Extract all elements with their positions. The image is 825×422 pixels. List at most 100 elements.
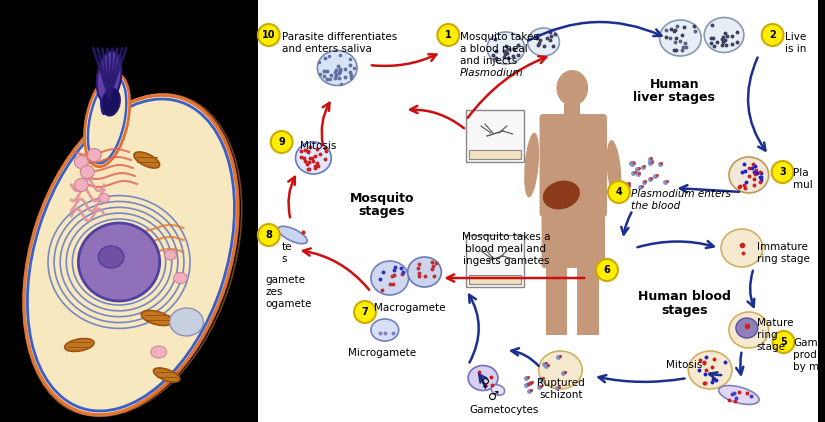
Text: ♀: ♀ — [482, 376, 491, 389]
Ellipse shape — [80, 165, 94, 179]
Text: stages: stages — [359, 205, 405, 218]
FancyArrowPatch shape — [288, 177, 295, 217]
Text: liver stages: liver stages — [634, 91, 715, 104]
Text: 1: 1 — [445, 30, 451, 40]
FancyBboxPatch shape — [469, 150, 521, 159]
FancyArrowPatch shape — [479, 375, 487, 387]
FancyArrowPatch shape — [710, 372, 721, 379]
Text: stage: stage — [757, 342, 785, 352]
FancyArrowPatch shape — [322, 103, 329, 145]
Ellipse shape — [141, 311, 172, 325]
Text: 6: 6 — [604, 265, 610, 275]
Text: Parasite differentiates: Parasite differentiates — [281, 32, 397, 42]
Text: zes: zes — [266, 287, 283, 297]
Text: Gam: Gam — [794, 338, 818, 348]
Text: Mosquito: Mosquito — [350, 192, 414, 205]
Ellipse shape — [729, 312, 769, 348]
Text: ♂: ♂ — [488, 390, 500, 403]
Text: ogamete: ogamete — [266, 299, 312, 309]
Text: Gametocytes: Gametocytes — [469, 405, 539, 415]
Ellipse shape — [295, 142, 332, 174]
Text: ingests gametes: ingests gametes — [463, 256, 549, 266]
Text: a blood meal: a blood meal — [460, 44, 528, 54]
Text: Microgamete: Microgamete — [348, 348, 416, 358]
Ellipse shape — [24, 95, 238, 415]
Ellipse shape — [729, 157, 769, 193]
Text: and injects: and injects — [460, 56, 517, 66]
Ellipse shape — [84, 73, 130, 167]
Ellipse shape — [606, 140, 621, 200]
Ellipse shape — [64, 338, 94, 352]
Circle shape — [271, 131, 293, 153]
Circle shape — [354, 301, 376, 323]
FancyBboxPatch shape — [540, 114, 607, 217]
Circle shape — [258, 224, 280, 246]
FancyArrowPatch shape — [748, 57, 766, 151]
Ellipse shape — [87, 149, 101, 162]
Text: Mosquito takes: Mosquito takes — [460, 32, 539, 42]
FancyBboxPatch shape — [469, 275, 521, 284]
Ellipse shape — [318, 51, 357, 86]
Text: s: s — [281, 254, 287, 264]
Ellipse shape — [543, 181, 580, 209]
Text: and enters saliva: and enters saliva — [281, 44, 371, 54]
Text: schizont: schizont — [540, 390, 583, 400]
Ellipse shape — [173, 273, 187, 284]
Text: is in: is in — [785, 44, 806, 54]
Ellipse shape — [278, 226, 307, 243]
FancyArrowPatch shape — [372, 54, 436, 66]
Ellipse shape — [371, 261, 408, 295]
Ellipse shape — [98, 246, 124, 268]
Ellipse shape — [102, 88, 120, 116]
Text: 5: 5 — [780, 337, 787, 347]
FancyArrowPatch shape — [468, 56, 546, 118]
Ellipse shape — [736, 318, 757, 338]
FancyBboxPatch shape — [541, 207, 605, 268]
Ellipse shape — [170, 308, 203, 336]
Circle shape — [596, 259, 618, 281]
Ellipse shape — [468, 365, 498, 390]
Text: Mosquito takes a: Mosquito takes a — [461, 232, 550, 242]
Bar — [545, 255, 568, 335]
FancyArrowPatch shape — [599, 375, 685, 382]
Ellipse shape — [524, 133, 539, 197]
Ellipse shape — [408, 257, 441, 287]
Ellipse shape — [688, 351, 732, 389]
FancyArrowPatch shape — [621, 212, 631, 235]
FancyArrowPatch shape — [469, 295, 478, 362]
Ellipse shape — [556, 70, 588, 106]
Ellipse shape — [134, 152, 159, 168]
Ellipse shape — [487, 32, 525, 64]
Text: 9: 9 — [278, 137, 285, 147]
FancyArrowPatch shape — [736, 353, 743, 374]
Bar — [564, 104, 580, 118]
Text: prod: prod — [794, 350, 818, 360]
Ellipse shape — [99, 194, 109, 203]
Text: ring stage: ring stage — [757, 254, 809, 264]
Text: Immature: Immature — [757, 242, 808, 252]
Ellipse shape — [659, 20, 701, 56]
Ellipse shape — [101, 60, 111, 114]
FancyArrowPatch shape — [638, 241, 714, 248]
Text: Mitosis: Mitosis — [299, 141, 336, 151]
Ellipse shape — [74, 179, 88, 192]
Ellipse shape — [528, 28, 559, 56]
Text: ring: ring — [757, 330, 777, 340]
Ellipse shape — [491, 385, 505, 395]
Circle shape — [761, 24, 784, 46]
Circle shape — [437, 24, 460, 46]
Ellipse shape — [539, 351, 582, 389]
Text: Human: Human — [649, 78, 700, 91]
Text: te: te — [281, 242, 292, 252]
Text: the blood: the blood — [631, 201, 680, 211]
Text: Human blood: Human blood — [638, 290, 731, 303]
FancyArrowPatch shape — [747, 271, 754, 307]
Text: blood meal and: blood meal and — [465, 244, 546, 254]
Ellipse shape — [165, 250, 177, 260]
Ellipse shape — [721, 229, 762, 267]
Text: mul: mul — [794, 180, 813, 190]
FancyBboxPatch shape — [466, 235, 524, 287]
FancyArrowPatch shape — [303, 249, 370, 290]
Ellipse shape — [705, 17, 744, 52]
FancyBboxPatch shape — [466, 110, 524, 162]
